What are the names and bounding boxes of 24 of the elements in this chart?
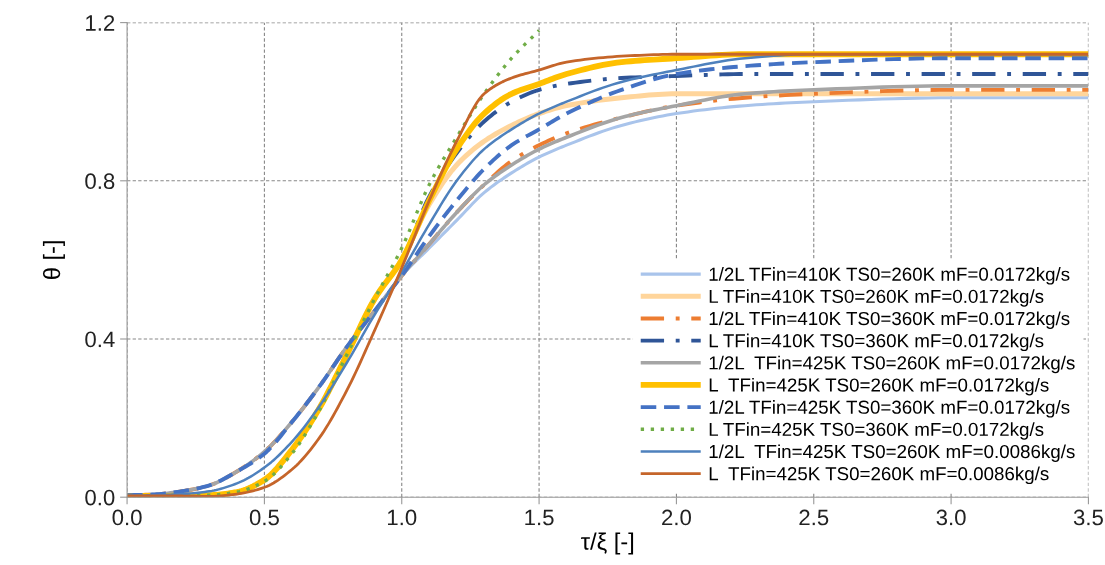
- legend-label: L TFin=410K TS0=260K mF=0.0172kg/s: [709, 289, 1044, 307]
- legend-label: L TFin=410K TS0=360K mF=0.0172kg/s: [709, 333, 1044, 352]
- x-tick-label: 0.5: [249, 509, 279, 526]
- legend-label: 1/2L TFin=425K TS0=360K mF=0.0172kg/s: [709, 400, 1070, 418]
- legend-label: 1/2L TFin=410K TS0=360K mF=0.0172kg/s: [709, 311, 1070, 329]
- y-tick-label: 0.0: [85, 489, 115, 506]
- x-tick-label: 2.5: [799, 509, 829, 526]
- y-axis-title: θ [-]: [42, 241, 65, 280]
- legend-label: 1/2L TFin=410K TS0=260K mF=0.0172kg/s: [709, 267, 1070, 285]
- x-tick-label: 0.0: [112, 509, 142, 526]
- legend-label: L TFin=425K TS0=360K mF=0.0172kg/s: [709, 422, 1044, 440]
- x-tick-label: 3.5: [1073, 509, 1103, 526]
- legend-label: 1/2L TFin=425K TS0=260K mF=0.0172kg/s: [709, 355, 1075, 374]
- legend-label: 1/2L TFin=425K TS0=260K mF=0.0086kg/s: [709, 444, 1075, 462]
- legend-label: L TFin=425K TS0=260K mF=0.0172kg/s: [709, 377, 1049, 396]
- x-tick-label: 1.0: [388, 509, 417, 526]
- legend-label: L TFin=425K TS0=260K mF=0.0086kg/s: [709, 466, 1049, 485]
- y-tick-label: 0.4: [85, 331, 115, 348]
- x-tick-label: 1.5: [525, 509, 554, 526]
- x-tick-label: 3.0: [936, 509, 966, 526]
- y-tick-label: 1.2: [86, 15, 115, 31]
- x-axis-title: τ/ξ [-]: [581, 532, 634, 555]
- x-tick-label: 2.0: [662, 509, 691, 526]
- y-tick-label: 0.8: [85, 173, 115, 190]
